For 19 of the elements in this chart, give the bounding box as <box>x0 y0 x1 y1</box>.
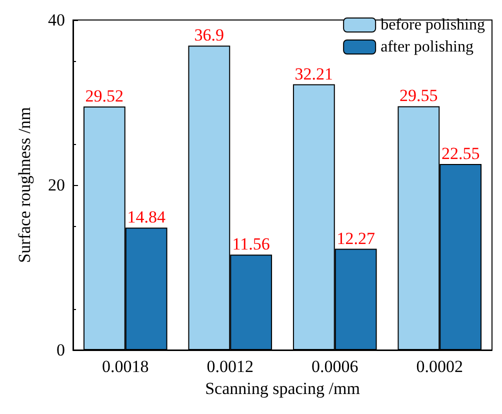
data-label: 29.52 <box>85 86 124 106</box>
data-label: 12.27 <box>336 228 376 248</box>
x-tick-label: 0.0006 <box>312 357 358 376</box>
x-tick-label: 0.0018 <box>102 357 149 376</box>
data-label: 11.56 <box>232 234 270 254</box>
data-label: 22.55 <box>441 144 480 163</box>
y-tick-label: 40 <box>48 10 65 30</box>
y-tick-label: 20 <box>48 176 65 194</box>
y-tick-label: 0 <box>56 340 65 360</box>
data-label: 32.21 <box>294 64 334 84</box>
data-label: 29.55 <box>400 86 438 106</box>
legend-label: before polishing <box>380 16 485 34</box>
x-tick-label: 0.0002 <box>416 357 463 376</box>
x-tick-label: 0.0012 <box>206 357 254 376</box>
y-axis-title: Surface roughness /nm <box>15 107 34 263</box>
data-label: 14.84 <box>127 208 166 227</box>
x-axis-title: Scanning spacing /mm <box>205 378 360 398</box>
legend-label: after polishing <box>380 38 474 56</box>
data-label: 36.9 <box>194 26 224 45</box>
